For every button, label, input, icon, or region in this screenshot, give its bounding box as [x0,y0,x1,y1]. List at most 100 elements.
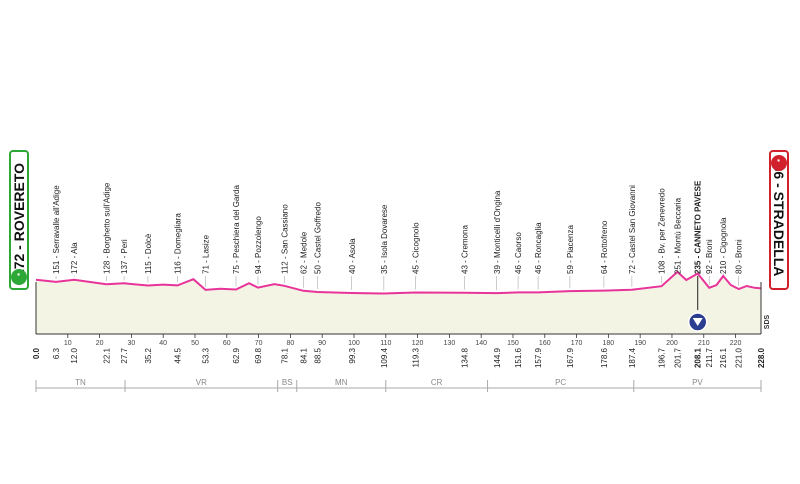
gpm-marker [687,276,708,332]
waypoint-km-label: 196.7 [657,347,666,368]
waypoint-label: 62 - Medole [299,231,308,274]
axis-tick-label: 100 [348,340,360,347]
axis-tick-label: 80 [286,340,294,347]
waypoint-km-label: 167.9 [566,347,575,368]
axis-tick-label: 220 [730,340,742,347]
waypoint-km-label: 6.3 [52,347,61,359]
waypoint-km-label: 187.4 [628,347,637,368]
finish-bike-icon [771,152,787,171]
distance-axis: 10 20 30 40 50 60 70 80 90 100 110 120 130 140 150 160 1… [35,282,762,347]
waypoint-km-label: 216.1 [719,347,728,368]
waypoint-km-label: 109.4 [380,347,389,368]
axis-tick-label: 160 [539,340,551,347]
waypoint-label: 80 - Broni [735,239,744,274]
region-label: PV [692,378,703,387]
axis-tick-label: 50 [191,340,199,347]
waypoint-label: 50 - Castel Goffredo [313,202,322,274]
waypoint-km-label: 144.9 [493,347,502,368]
region-label: CR [431,378,443,387]
region-label: MN [335,378,348,387]
waypoint-label: 210 - Cigognola [719,217,728,274]
waypoint-km-label: 208.1 [694,347,703,368]
axis-tick-label: 110 [380,340,391,347]
axis-tick-label: 10 [64,340,72,347]
waypoint-km-labels: 6.3 12.0 22.1 27.7 35.2 44.5 53.3 62.9 69.8 78.1 8… [32,314,771,368]
axis-tick-label: 60 [223,340,231,347]
waypoint-label: 108 - Bv. per Zenevredo [657,188,666,274]
waypoint-label: 35 - Isola Dovarese [380,204,389,274]
waypoint-km-label: 62.9 [232,347,241,363]
waypoint-km-label: 119.3 [411,347,420,367]
waypoint-km-label: 178.6 [600,347,609,368]
waypoint-label: 46 - Caorso [514,232,523,274]
waypoint-label: 128 - Borghetto sull'Adige [102,182,111,274]
waypoint-label: 45 - Cicognolo [411,222,420,274]
axis-tick-label: 40 [159,340,167,347]
start-bike-icon [11,266,27,285]
waypoint-km-label: 211.7 [705,347,714,367]
axis-tick-label: 120 [412,340,424,347]
waypoint-km-label: 157.9 [534,347,543,368]
waypoint-label: 172 - Ala [70,242,79,274]
finish-km-label: 228.0 [757,347,766,368]
start-badge: 172 - ROVERETO [9,150,29,290]
axis-tick-label: 150 [507,340,519,347]
axis-tick-label: 180 [603,340,615,347]
waypoint-km-label: 35.2 [144,347,153,363]
waypoint-km-label: 99.3 [348,347,357,363]
waypoint-km-label: 53.3 [201,347,210,363]
region-label: VR [196,378,207,387]
waypoint-km-label: 88.5 [313,347,322,363]
waypoint-km-label: 221.0 [735,347,744,368]
axis-tick-label: 170 [571,340,583,347]
waypoint-label: 43 - Cremona [461,225,470,274]
region-bar: TN VR BS MN CR PC PV [35,378,762,392]
waypoint-label: 59 - Piacenza [566,225,575,274]
waypoint-km-label: 84.1 [299,347,308,363]
waypoint-km-label: 27.7 [120,347,129,363]
waypoint-label: 92 - Broni [705,239,714,274]
waypoint-label: 39 - Monticelli d'Ongina [493,190,502,274]
region-label: TN [75,378,86,387]
waypoint-label: 75 - Peschiera del Garda [232,185,241,274]
profile-area [36,271,761,334]
axis-tick-label: 210 [698,340,710,347]
waypoint-label: 115 - Dolcè [144,233,153,274]
region-label: BS [282,378,293,387]
axis-tick-label: 200 [666,340,678,347]
axis-tick-label: 30 [127,340,135,347]
waypoint-km-label: 22.1 [102,347,111,363]
profile-line [35,270,762,295]
waypoint-label: 151 - Serravalle all'Adige [52,185,61,274]
waypoint-label: 94 - Pozzolengo [254,216,263,274]
waypoint-label: 235 - CANNETO PAVESE [694,180,703,274]
start-label: 172 - ROVERETO [11,162,27,278]
finish-label: 86 - STRADELLA [771,163,787,277]
waypoint-label: 116 - Domegliara [174,213,183,274]
axis-tick-label: 20 [96,340,104,347]
waypoint-km-label: 69.8 [254,347,263,363]
axis-tick-label: 70 [255,340,263,347]
waypoint-km-label: 201.7 [673,347,682,368]
finish-marker-text: SDS [764,314,771,329]
waypoint-km-label: 44.5 [174,347,183,363]
axis-tick-label: 190 [634,340,646,347]
waypoint-km-label: 12.0 [70,347,79,363]
axis-tick-label: 130 [444,340,456,347]
waypoint-label: 72 - Castel San Giovanni [628,185,637,274]
waypoint-km-label: 78.1 [280,347,289,363]
finish-badge: 86 - STRADELLA [769,150,789,290]
waypoint-label: 251 - Montù Beccaria [673,197,682,274]
waypoint-label: 112 - San Cassiano [280,204,289,274]
waypoint-label: 64 - Rottofreno [600,220,609,274]
waypoint-label: 71 - Lasize [201,234,210,274]
region-label: PC [555,378,566,387]
waypoint-km-label: 151.6 [514,347,523,368]
waypoint-label: 46 - Roncaglia [534,222,543,274]
axis-tick-label: 90 [318,340,326,347]
marker-triangle-icon [692,318,703,326]
start-km-label: 0.0 [32,347,41,359]
waypoint-labels: 151 - Serravalle all'Adige 172 - Ala 128 -… [52,180,744,274]
waypoint-km-label: 134.8 [461,347,470,368]
